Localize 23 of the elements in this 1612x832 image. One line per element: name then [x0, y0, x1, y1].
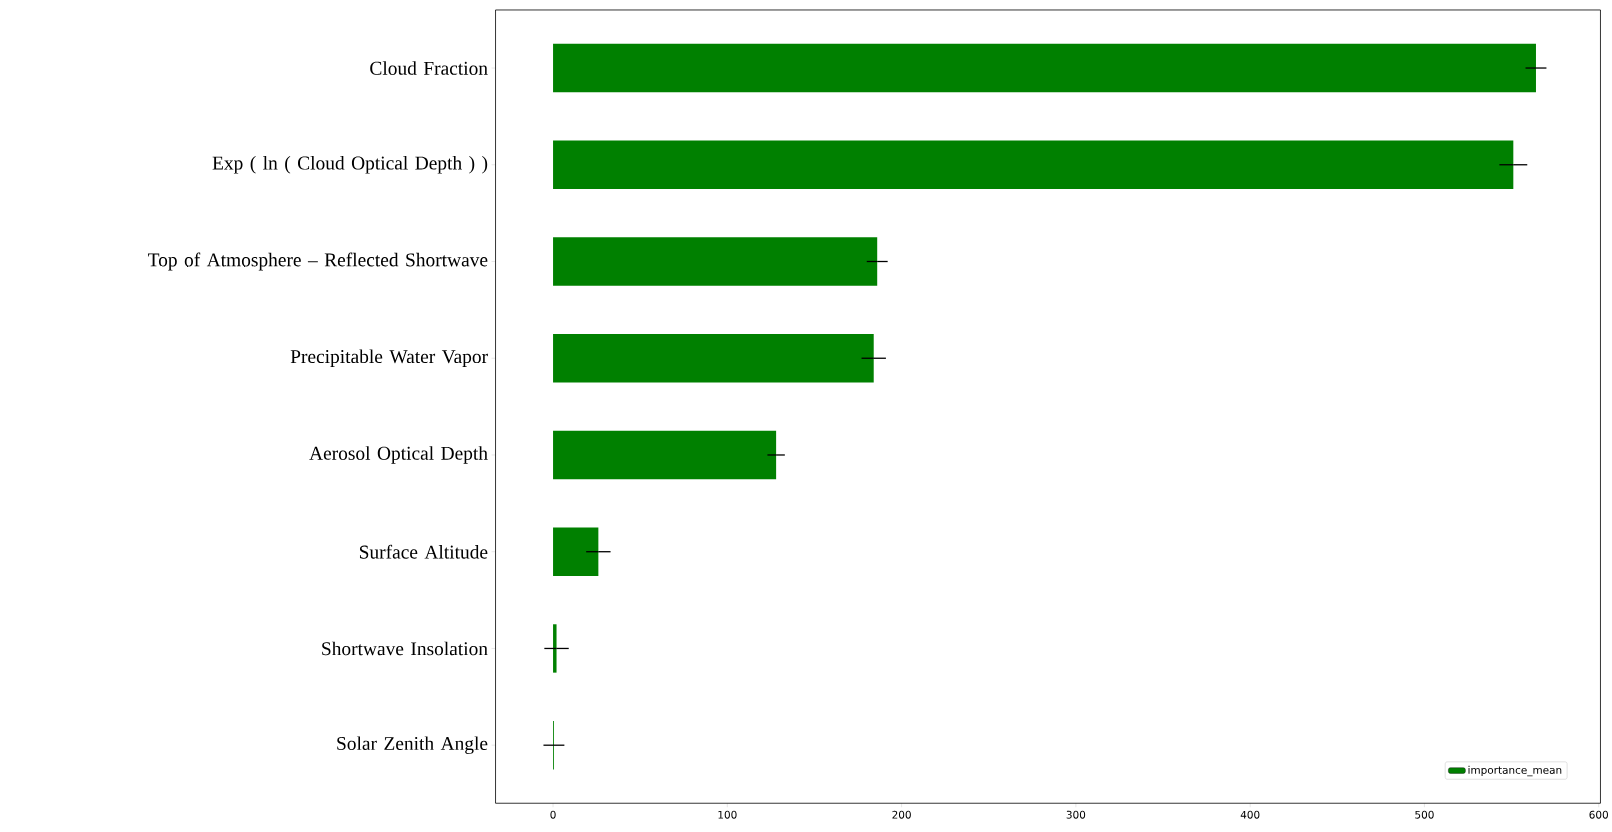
bar — [553, 140, 1514, 189]
x-tick-label: 200 — [892, 810, 911, 819]
y-tick-label: Exp ( ln ( Cloud Optical Depth ) ) — [212, 155, 488, 174]
bar — [553, 333, 874, 383]
y-tick-label: Shortwave Insolation — [322, 641, 488, 656]
legend-label: importance_mean — [1468, 765, 1562, 777]
x-tick-label: 300 — [1066, 810, 1086, 819]
x-tick-label: 500 — [1415, 810, 1434, 819]
y-tick-label: Surface Altitude — [359, 544, 488, 559]
bar — [553, 43, 1536, 93]
y-tick-label: Precipitable Water Vapor — [290, 349, 488, 367]
y-tick-label: Cloud Fraction — [370, 61, 488, 75]
bar — [553, 527, 599, 576]
bar — [553, 430, 777, 480]
x-tick-label: 100 — [718, 810, 737, 819]
x-tick-label: 0 — [550, 810, 556, 819]
bar — [553, 624, 557, 673]
y-tick-label: Aerosol Optical Depth — [309, 446, 488, 464]
y-tick-label: Solar Zenith Angle — [337, 736, 488, 754]
bar — [553, 237, 878, 286]
x-tick-label: 600 — [1589, 810, 1608, 819]
y-tick-label: Top of Atmosphere – Reflected Shortwave — [148, 252, 488, 271]
x-tick-label: 400 — [1240, 810, 1260, 819]
